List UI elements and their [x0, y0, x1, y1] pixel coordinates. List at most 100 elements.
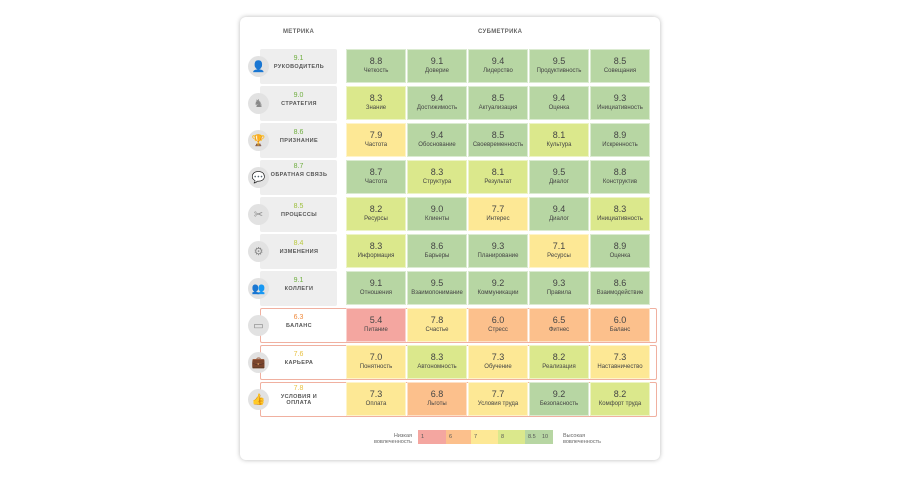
metric-score: 8.6 — [293, 129, 304, 136]
submetric-cell[interactable]: 8.8 Четкость — [346, 49, 406, 83]
metric-name: ПРИЗНАНИЕ — [279, 138, 319, 144]
metric-row[interactable]: 🏆 8.6 ПРИЗНАНИЕ 7.9 Частота 9.4 Обоснование 8.5… — [246, 123, 654, 158]
submetric-cell[interactable]: 8.1 Культура — [529, 123, 589, 157]
submetric-cell[interactable]: 9.5 Диалог — [529, 160, 589, 194]
submetric-cell[interactable]: 8.5 Совещания — [590, 49, 650, 83]
submetric-cell[interactable]: 9.3 Правила — [529, 271, 589, 305]
submetric-cell[interactable]: 9.2 Коммуникации — [468, 271, 528, 305]
submetric-cell[interactable]: 7.3 Наставничество — [590, 345, 650, 379]
submetric-label: Оценка — [548, 105, 570, 111]
metric-label-box — [260, 197, 337, 232]
submetric-value: 9.3 — [552, 278, 566, 288]
metric-row[interactable]: ♞ 9.0 СТРАТЕГИЯ 8.3 Знание 9.4 Достижимость 8.5… — [246, 86, 654, 121]
submetric-cell[interactable]: 9.4 Лидерство — [468, 49, 528, 83]
metric-name: СТРАТЕГИЯ — [281, 101, 317, 107]
submetric-label: Взаимодействие — [596, 290, 644, 296]
legend-segment: 6 — [446, 430, 471, 444]
metric-row[interactable]: 💬 8.7 ОБРАТНАЯ СВЯЗЬ 8.7 Частота 8.3 Структура… — [246, 160, 654, 195]
submetric-cell[interactable]: 7.7 Интерес — [468, 197, 528, 231]
submetric-cell[interactable]: 7.0 Понятность — [346, 345, 406, 379]
submetric-cells: 8.2 Ресурсы 9.0 Клиенты 7.7 Интерес 9.4 Диалог 8… — [346, 197, 651, 231]
submetric-cell[interactable]: 8.6 Взаимодействие — [590, 271, 650, 305]
metric-name: КАРЬЕРА — [284, 360, 314, 366]
submetric-cell[interactable]: 7.3 Оплата — [346, 382, 406, 416]
submetric-label: Питание — [364, 327, 388, 333]
submetric-value: 8.7 — [369, 167, 383, 177]
submetric-cell[interactable]: 9.4 Диалог — [529, 197, 589, 231]
submetric-label: Своевременность — [472, 142, 524, 148]
metric-label-box — [260, 49, 337, 84]
submetric-cell[interactable]: 7.9 Частота — [346, 123, 406, 157]
submetric-cell[interactable]: 8.6 Барьеры — [407, 234, 467, 268]
submetric-cell[interactable]: 8.2 Ресурсы — [346, 197, 406, 231]
submetric-value: 8.3 — [430, 352, 444, 362]
metric-row[interactable]: ⚙ 8.4 ИЗМЕНЕНИЯ 8.3 Информация 8.6 Барьеры 9.3 П… — [246, 234, 654, 269]
submetric-cell[interactable]: 9.1 Отношения — [346, 271, 406, 305]
submetric-cell[interactable]: 5.4 Питание — [346, 308, 406, 342]
submetric-cell[interactable]: 8.1 Результат — [468, 160, 528, 194]
submetric-cell[interactable]: 8.3 Автономность — [407, 345, 467, 379]
metric-score: 6.3 — [293, 314, 304, 321]
metric-row[interactable]: 👥 9.1 КОЛЛЕГИ 9.1 Отношения 9.5 Взаимопонимани… — [246, 271, 654, 306]
metric-row[interactable]: ✂ 8.5 ПРОЦЕССЫ 8.2 Ресурсы 9.0 Клиенты 7.7 Интер… — [246, 197, 654, 232]
submetric-cell[interactable]: 8.2 Реализация — [529, 345, 589, 379]
legend-segment: 7 — [471, 430, 498, 444]
submetric-label: Планирование — [477, 253, 519, 259]
submetric-cell[interactable]: 8.3 Информация — [346, 234, 406, 268]
submetric-cell[interactable]: 7.7 Условия труда — [468, 382, 528, 416]
metric-row[interactable]: 👤 9.1 РУКОВОДИТЕЛЬ 8.8 Четкость 9.1 Доверие 9.4… — [246, 49, 654, 84]
submetric-cell[interactable]: 9.3 Инициативность — [590, 86, 650, 120]
submetric-cell[interactable]: 6.0 Стресс — [468, 308, 528, 342]
metric-score: 7.6 — [293, 351, 304, 358]
submetric-cell[interactable]: 7.3 Обучение — [468, 345, 528, 379]
submetric-cell[interactable]: 8.9 Оценка — [590, 234, 650, 268]
submetric-cell[interactable]: 6.5 Фитнес — [529, 308, 589, 342]
metric-score: 8.5 — [293, 203, 304, 210]
submetric-cell[interactable]: 8.3 Структура — [407, 160, 467, 194]
submetric-value: 9.0 — [430, 204, 444, 214]
submetric-value: 7.7 — [491, 389, 505, 399]
submetric-cell[interactable]: 9.1 Доверие — [407, 49, 467, 83]
submetric-cell[interactable]: 9.4 Обоснование — [407, 123, 467, 157]
submetric-cell[interactable]: 9.2 Безопасность — [529, 382, 589, 416]
submetric-cell[interactable]: 8.2 Комфорт труда — [590, 382, 650, 416]
submetric-cell[interactable]: 9.5 Взаимопонимание — [407, 271, 467, 305]
submetric-cell[interactable]: 6.8 Льготы — [407, 382, 467, 416]
submetric-label: Инициативность — [597, 105, 643, 111]
submetric-cell[interactable]: 8.5 Актуализация — [468, 86, 528, 120]
submetric-cell[interactable]: 9.4 Достижимость — [407, 86, 467, 120]
submetric-cell[interactable]: 8.9 Искренность — [590, 123, 650, 157]
submetric-label: Совещания — [603, 68, 637, 74]
metric-row[interactable]: 💼 7.6 КАРЬЕРА 7.0 Понятность 8.3 Автономность 7… — [246, 345, 657, 380]
submetric-cell[interactable]: 9.0 Клиенты — [407, 197, 467, 231]
submetric-cell[interactable]: 7.1 Ресурсы — [529, 234, 589, 268]
submetric-value: 9.4 — [491, 56, 505, 66]
submetric-label: Четкость — [363, 68, 389, 74]
submetric-cell[interactable]: 8.7 Частота — [346, 160, 406, 194]
chess-knight-icon: ♞ — [248, 93, 269, 114]
submetric-cell[interactable]: 9.5 Продуктивность — [529, 49, 589, 83]
submetric-cell[interactable]: 8.3 Инициативность — [590, 197, 650, 231]
submetric-cell[interactable]: 6.0 Баланс — [590, 308, 650, 342]
metric-row[interactable]: 👍 7.8 УСЛОВИЯ И ОПЛАТА 7.3 Оплата 6.8 Льготы 7.… — [246, 382, 657, 417]
submetric-cell[interactable]: 9.4 Оценка — [529, 86, 589, 120]
submetric-cells: 8.3 Информация 8.6 Барьеры 9.3 Планирование 7.… — [346, 234, 651, 268]
submetric-value: 6.5 — [552, 315, 566, 325]
submetric-label: Счастье — [425, 327, 449, 333]
submetric-cell[interactable]: 8.3 Знание — [346, 86, 406, 120]
submetric-cell[interactable]: 8.8 Конструктив — [590, 160, 650, 194]
submetric-cell[interactable]: 8.5 Своевременность — [468, 123, 528, 157]
submetric-label: Ресурсы — [547, 253, 571, 259]
submetric-cells: 9.1 Отношения 9.5 Взаимопонимание 9.2 Коммуни… — [346, 271, 651, 305]
battery-icon: ▭ — [248, 315, 269, 336]
submetric-cells: 7.3 Оплата 6.8 Льготы 7.7 Условия труда 9.2 Без… — [346, 382, 651, 416]
submetric-cells: 8.7 Частота 8.3 Структура 8.1 Результат 9.5 Диа… — [346, 160, 651, 194]
submetric-label: Интерес — [486, 216, 510, 222]
submetric-cell[interactable]: 9.3 Планирование — [468, 234, 528, 268]
submetric-value: 9.5 — [552, 167, 566, 177]
submetric-label: Автономность — [417, 364, 457, 370]
submetric-cell[interactable]: 7.8 Счастье — [407, 308, 467, 342]
submetric-value: 8.5 — [613, 56, 627, 66]
metric-score: 8.4 — [293, 240, 304, 247]
metric-row[interactable]: ▭ 6.3 БАЛАНС 5.4 Питание 7.8 Счастье 6.0 Стресс 6… — [246, 308, 657, 343]
